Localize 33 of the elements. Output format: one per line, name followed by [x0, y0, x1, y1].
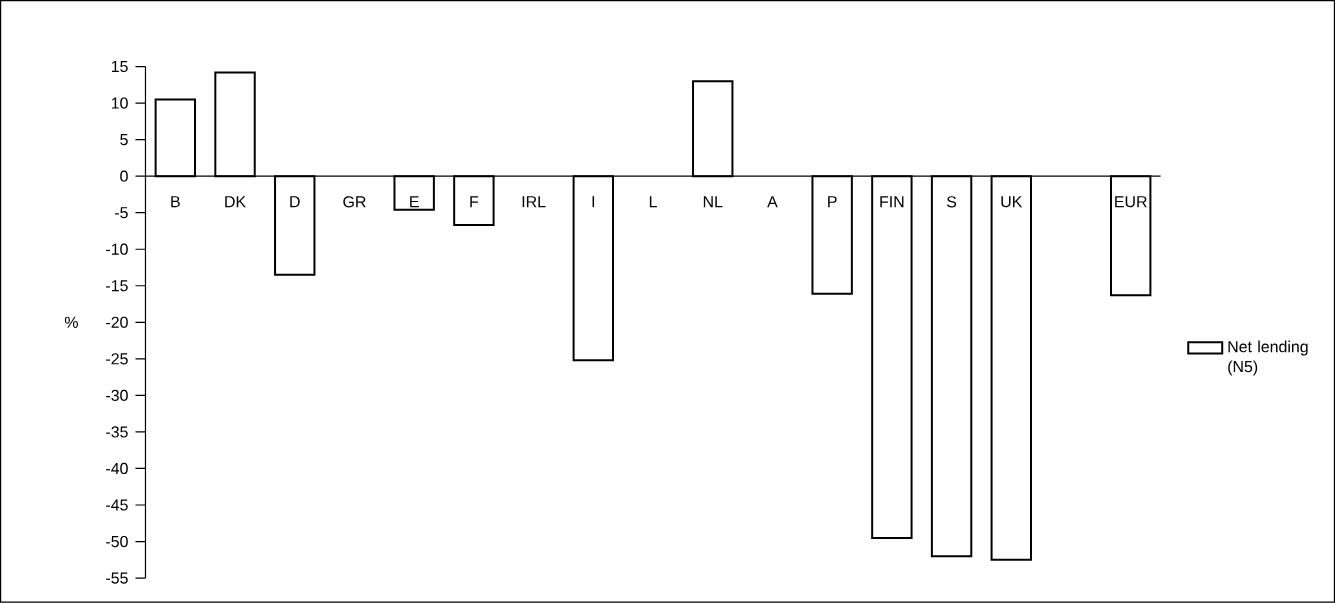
- x-tick-label: L: [649, 196, 657, 208]
- x-tick-label: IRL: [522, 196, 546, 208]
- y-axis-title: %: [64, 316, 78, 329]
- y-tick-label: 15: [111, 61, 128, 73]
- y-tick-label: -25: [106, 353, 128, 365]
- y-tick-label: -55: [106, 572, 128, 584]
- x-tick-label: NL: [703, 196, 723, 208]
- y-tick-label: -15: [106, 280, 128, 292]
- x-tick-label: UK: [1001, 196, 1023, 208]
- x-tick-label: D: [290, 196, 300, 208]
- y-tick-label: -35: [106, 426, 128, 438]
- y-tick-label: 10: [111, 97, 128, 109]
- y-tick-label: -20: [106, 316, 128, 329]
- x-tick-label: FIN: [880, 196, 904, 208]
- y-tick-label: 5: [120, 134, 128, 146]
- y-tick-label: 0: [120, 170, 128, 182]
- x-tick-label: DK: [225, 196, 246, 208]
- x-tick-label: B: [171, 196, 180, 208]
- x-tick-label: EUR: [1115, 196, 1147, 208]
- x-tick-label: E: [410, 196, 419, 208]
- x-tick-label: GR: [343, 196, 366, 208]
- x-tick-label: A: [767, 196, 778, 208]
- x-tick-label: F: [470, 196, 479, 208]
- x-tick-label: S: [946, 196, 957, 208]
- y-tick-label: -50: [106, 536, 128, 548]
- x-tick-label: P: [828, 196, 837, 208]
- x-tick-label: I: [592, 196, 595, 208]
- y-tick-label: -40: [106, 463, 128, 475]
- y-tick-label: -30: [106, 389, 128, 402]
- y-tick-label: -10: [106, 243, 128, 256]
- y-tick-label: -45: [106, 499, 128, 511]
- y-tick-label: -5: [115, 207, 128, 219]
- legend-label: Net lending (N5): [1228, 340, 1308, 376]
